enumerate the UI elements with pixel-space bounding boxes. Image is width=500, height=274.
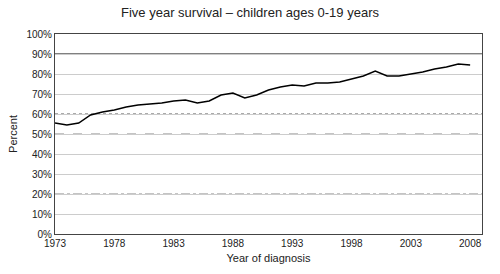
svg-text:1983: 1983 [162,238,185,249]
svg-text:Percent: Percent [7,115,19,153]
svg-text:1973: 1973 [44,238,67,249]
svg-text:40%: 40% [32,149,52,160]
svg-text:50%: 50% [32,129,52,140]
svg-text:80%: 80% [32,69,52,80]
svg-text:2003: 2003 [400,238,423,249]
svg-text:20%: 20% [32,189,52,200]
svg-text:10%: 10% [32,209,52,220]
svg-text:0%: 0% [38,229,53,240]
svg-text:70%: 70% [32,89,52,100]
svg-text:1978: 1978 [103,238,126,249]
svg-text:1993: 1993 [281,238,304,249]
svg-text:100%: 100% [26,29,52,40]
svg-text:2008: 2008 [459,238,482,249]
svg-text:90%: 90% [32,49,52,60]
svg-text:1988: 1988 [222,238,245,249]
svg-text:60%: 60% [32,109,52,120]
svg-text:1998: 1998 [340,238,363,249]
svg-text:Five year survival – children: Five year survival – children ages 0-19 … [121,5,379,20]
svg-text:30%: 30% [32,169,52,180]
svg-text:Year of diagnosis: Year of diagnosis [227,252,311,264]
